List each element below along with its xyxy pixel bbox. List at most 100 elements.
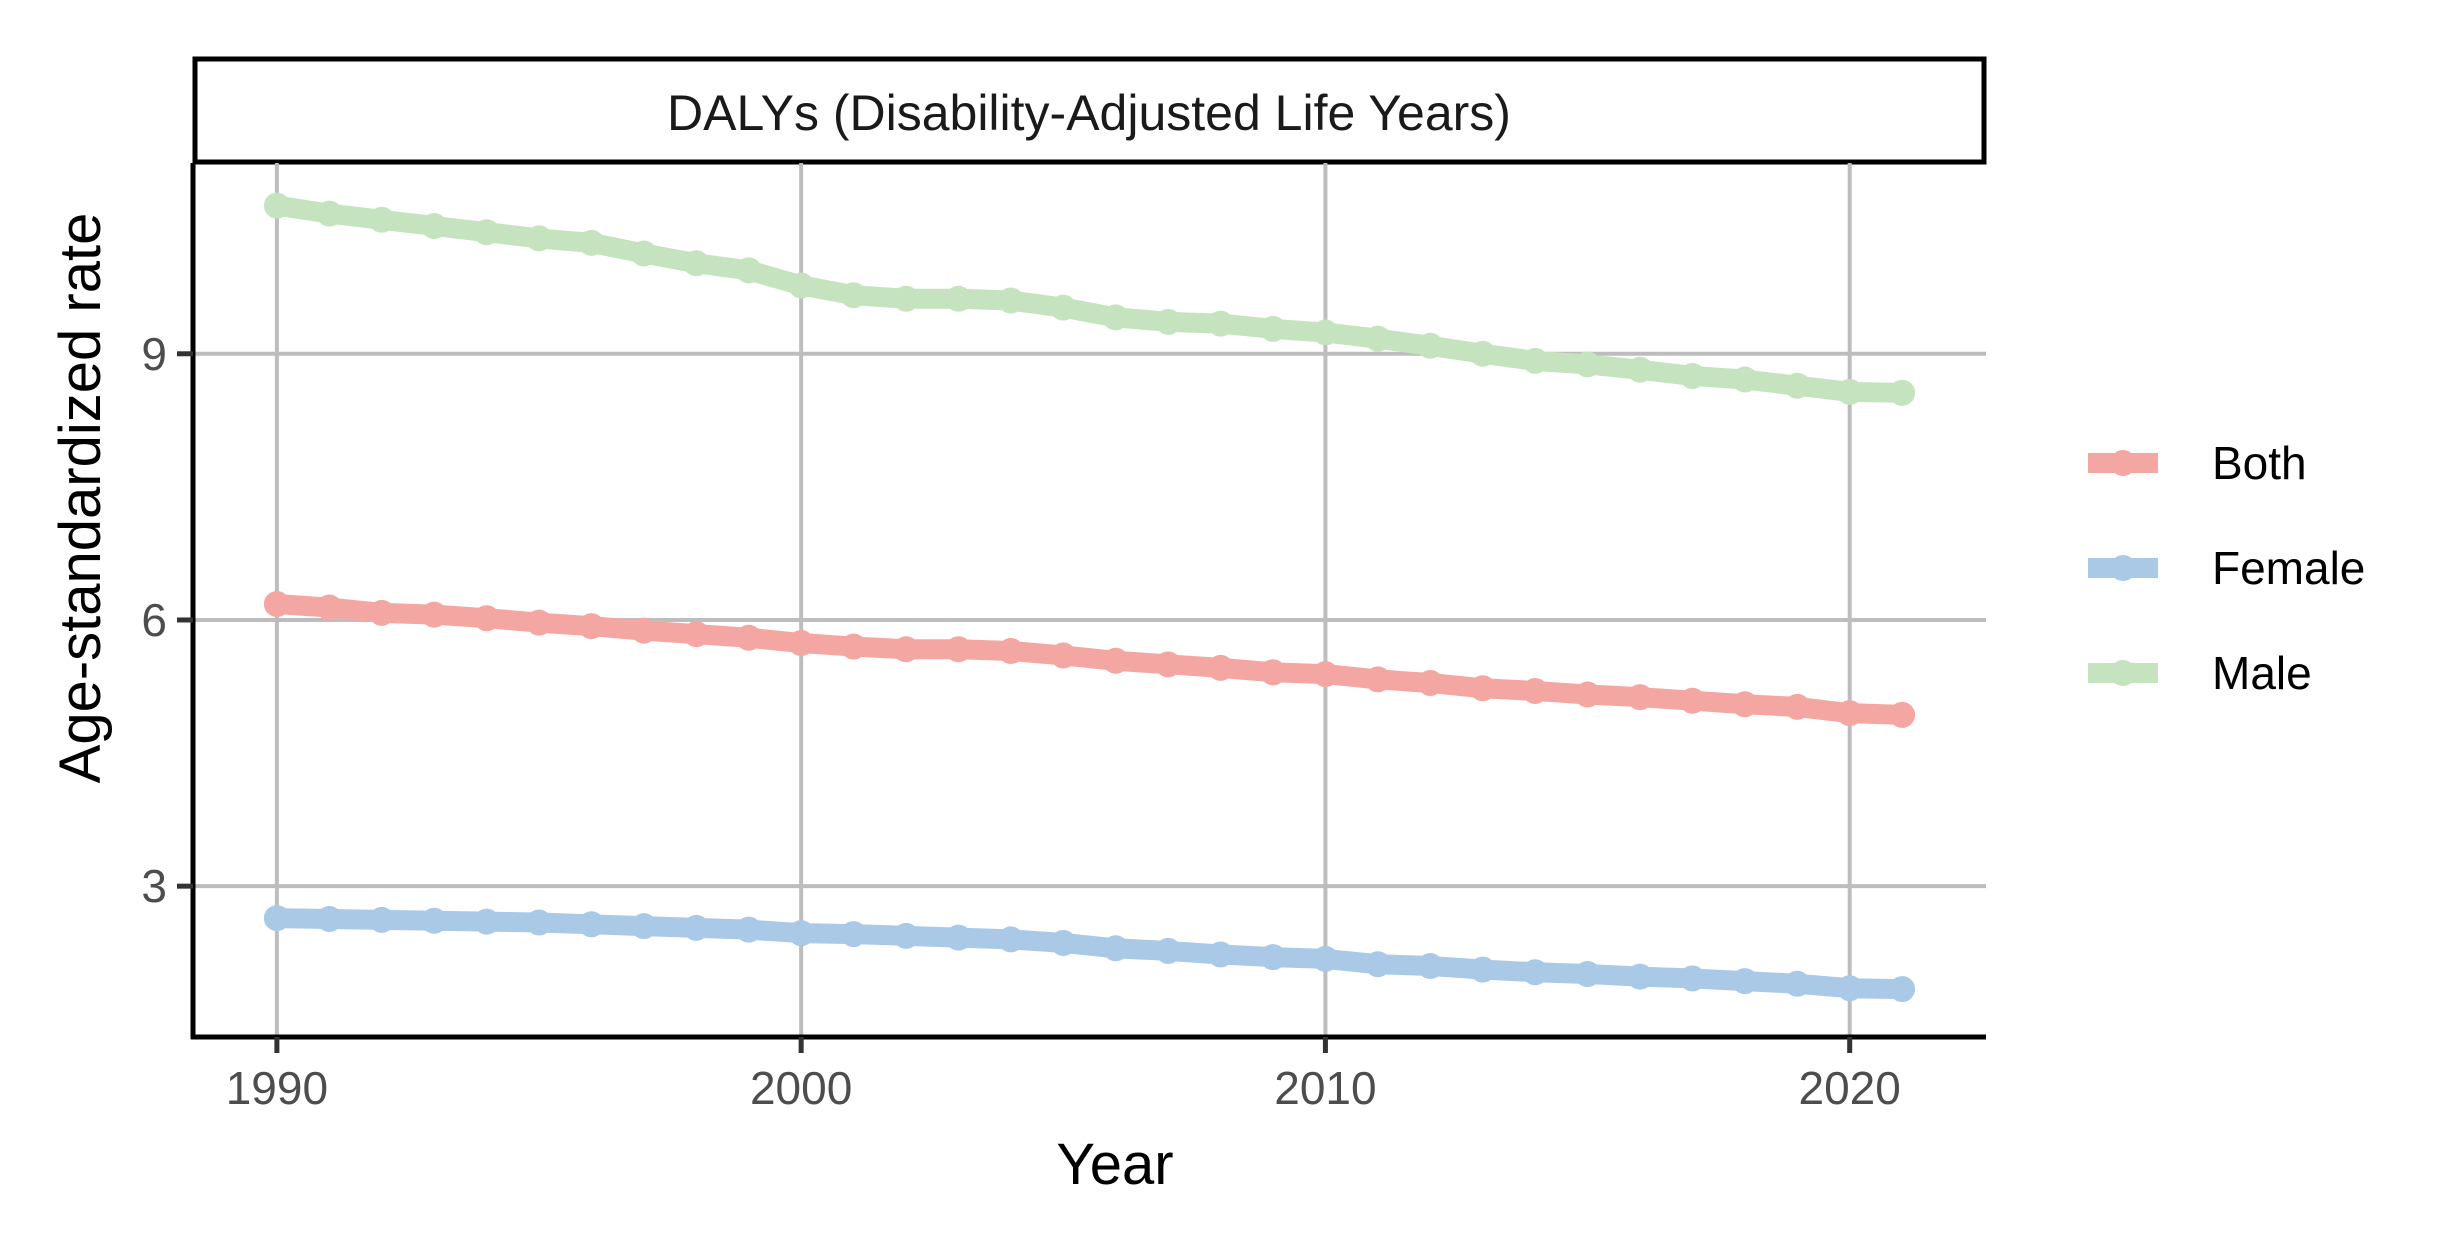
y-tick-label: 9 <box>141 328 167 380</box>
point-female-2005 <box>1050 929 1077 956</box>
point-male-2013 <box>1469 340 1496 367</box>
point-both-2001 <box>840 633 867 660</box>
point-male-2008 <box>1207 310 1234 337</box>
point-male-2003 <box>945 285 972 312</box>
point-both-2020 <box>1836 700 1863 727</box>
point-both-1995 <box>526 609 553 636</box>
point-both-1992 <box>368 599 395 626</box>
point-male-2010 <box>1312 319 1339 346</box>
point-male-2005 <box>1050 294 1077 321</box>
legend-key-point <box>2110 450 2136 476</box>
point-both-2014 <box>1522 677 1549 704</box>
point-both-2006 <box>1102 647 1129 674</box>
point-female-1992 <box>368 906 395 933</box>
series-female <box>263 905 1916 1003</box>
x-axis-title: Year <box>1056 1132 1173 1197</box>
legend-label: Female <box>2212 542 2365 594</box>
point-male-2006 <box>1102 304 1129 331</box>
point-male-1991 <box>316 200 343 227</box>
legend-item-female: Female <box>2088 542 2365 594</box>
point-both-2017 <box>1679 687 1706 714</box>
point-female-2004 <box>997 926 1024 953</box>
point-female-2008 <box>1207 941 1234 968</box>
point-both-2013 <box>1469 675 1496 702</box>
point-both-2019 <box>1784 693 1811 720</box>
gridlines <box>193 163 1986 1037</box>
point-male-2017 <box>1679 362 1706 389</box>
point-female-2017 <box>1679 965 1706 992</box>
point-both-2021 <box>1889 701 1916 728</box>
point-male-2001 <box>840 282 867 309</box>
point-both-2007 <box>1155 651 1182 678</box>
point-female-2010 <box>1312 945 1339 972</box>
point-both-1994 <box>473 605 500 632</box>
point-both-1999 <box>735 624 762 651</box>
point-female-2014 <box>1522 959 1549 986</box>
point-male-1993 <box>421 212 448 239</box>
point-female-1999 <box>735 916 762 943</box>
point-both-1998 <box>683 621 710 648</box>
point-female-1996 <box>578 911 605 938</box>
y-ticks: 3 6 9 <box>141 328 193 912</box>
point-both-1990 <box>263 590 290 617</box>
point-both-1993 <box>421 601 448 628</box>
legend-label: Both <box>2212 437 2307 489</box>
point-male-1992 <box>368 206 395 233</box>
point-male-2007 <box>1155 308 1182 335</box>
point-female-2011 <box>1364 951 1391 978</box>
point-female-1991 <box>316 905 343 932</box>
facet-strip <box>192 56 1987 165</box>
point-female-2021 <box>1889 976 1916 1003</box>
series-male <box>263 192 1916 406</box>
x-tick-label: 2010 <box>1274 1062 1376 1114</box>
point-female-2020 <box>1836 975 1863 1002</box>
point-both-1996 <box>578 613 605 640</box>
point-male-2016 <box>1626 356 1653 383</box>
point-female-2019 <box>1784 970 1811 997</box>
x-tick-label: 1990 <box>226 1062 328 1114</box>
point-male-2015 <box>1574 351 1601 378</box>
legend-key-point <box>2110 660 2136 686</box>
point-male-2021 <box>1889 379 1916 406</box>
y-tick-label: 6 <box>141 594 167 646</box>
point-male-1998 <box>683 250 710 277</box>
point-both-2004 <box>997 638 1024 665</box>
point-female-1990 <box>263 905 290 932</box>
point-female-2001 <box>840 921 867 948</box>
point-male-1995 <box>526 225 553 252</box>
point-female-2012 <box>1417 953 1444 980</box>
point-male-2020 <box>1836 378 1863 405</box>
point-female-1994 <box>473 908 500 935</box>
point-both-2012 <box>1417 669 1444 696</box>
legend: Both Female Male <box>2088 437 2365 699</box>
point-male-1994 <box>473 219 500 246</box>
series-both <box>263 590 1916 728</box>
point-both-1997 <box>630 617 657 644</box>
legend-item-male: Male <box>2088 647 2312 699</box>
point-both-2010 <box>1312 661 1339 688</box>
point-both-2011 <box>1364 666 1391 693</box>
point-male-2000 <box>788 272 815 299</box>
point-female-2000 <box>788 920 815 947</box>
point-both-2008 <box>1207 654 1234 681</box>
point-male-1999 <box>735 257 762 284</box>
x-tick-label: 2000 <box>750 1062 852 1114</box>
point-male-2004 <box>997 287 1024 314</box>
point-female-2002 <box>893 922 920 949</box>
point-both-2000 <box>788 630 815 657</box>
point-male-2014 <box>1522 347 1549 374</box>
point-male-1997 <box>630 240 657 267</box>
point-male-2009 <box>1259 315 1286 342</box>
legend-item-both: Both <box>2088 437 2307 489</box>
point-both-2018 <box>1731 691 1758 718</box>
point-female-2009 <box>1259 944 1286 971</box>
point-male-2019 <box>1784 372 1811 399</box>
point-female-1997 <box>630 913 657 940</box>
point-female-2013 <box>1469 956 1496 983</box>
x-ticks: 1990 2000 2010 2020 <box>226 1037 1901 1114</box>
point-female-2015 <box>1574 961 1601 988</box>
point-both-2016 <box>1626 684 1653 711</box>
point-male-2002 <box>893 285 920 312</box>
y-axis-title: Age-standardized rate <box>48 213 113 784</box>
